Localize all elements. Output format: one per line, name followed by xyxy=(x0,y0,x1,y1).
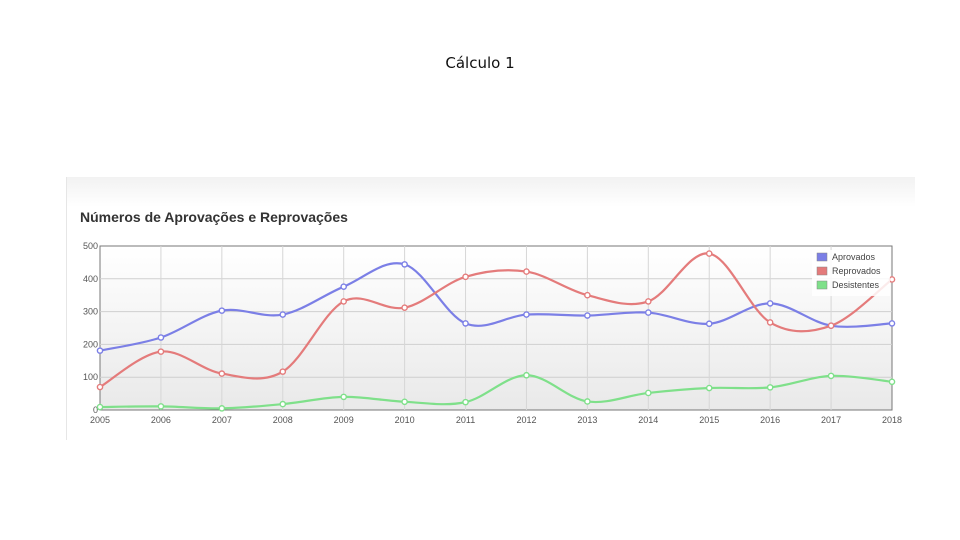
data-point xyxy=(340,298,347,305)
series-line xyxy=(98,262,894,352)
data-point xyxy=(462,320,469,327)
data-point xyxy=(766,319,774,326)
data-point xyxy=(766,384,774,391)
x-tick-label: 2010 xyxy=(395,415,415,425)
x-tick-label: 2008 xyxy=(273,415,293,425)
data-point xyxy=(645,309,652,316)
y-tick-label: 500 xyxy=(83,241,98,251)
x-tick-label: 2009 xyxy=(334,415,354,425)
data-point xyxy=(645,389,652,397)
series-lines xyxy=(96,250,896,412)
legend-label: Desistentes xyxy=(832,280,880,290)
y-tick-label: 400 xyxy=(83,274,98,284)
x-tick-label: 2017 xyxy=(821,415,841,425)
data-point xyxy=(401,304,408,311)
data-point xyxy=(96,347,104,354)
data-point xyxy=(523,311,530,318)
chart-title: Números de Aprovações e Reprovações xyxy=(80,209,348,225)
y-tick-label: 100 xyxy=(83,372,98,382)
x-tick-label: 2016 xyxy=(760,415,780,425)
data-point xyxy=(888,378,896,386)
x-tick-label: 2015 xyxy=(699,415,719,425)
x-tick-label: 2018 xyxy=(882,415,902,425)
series-line xyxy=(98,374,894,410)
y-tick-label: 0 xyxy=(93,405,98,415)
data-point xyxy=(584,291,591,299)
series-line xyxy=(98,252,894,389)
series-reprovados xyxy=(96,250,896,391)
data-point xyxy=(157,403,165,410)
data-point xyxy=(462,273,469,281)
slide-title: Cálculo 1 xyxy=(445,54,515,72)
x-axis-ticks: 2005 2006 2007 2008 2009 2010 2011 2012 2013 2014… xyxy=(90,415,902,425)
data-point xyxy=(523,371,530,379)
data-point xyxy=(218,307,226,314)
data-point xyxy=(279,400,287,408)
data-point xyxy=(462,398,469,406)
data-point xyxy=(827,372,835,380)
x-tick-label: 2013 xyxy=(577,415,597,425)
data-point xyxy=(401,261,408,268)
data-point xyxy=(157,348,165,355)
x-tick-label: 2007 xyxy=(212,415,232,425)
data-point xyxy=(705,384,713,392)
data-point xyxy=(705,250,713,257)
x-tick-label: 2011 xyxy=(456,415,475,425)
legend-swatch xyxy=(816,252,828,262)
data-point xyxy=(888,320,896,327)
data-point xyxy=(523,268,530,275)
data-point xyxy=(340,283,347,290)
legend-label: Aprovados xyxy=(832,252,876,262)
x-tick-label: 2012 xyxy=(516,415,536,425)
x-tick-label: 2005 xyxy=(90,415,110,425)
y-tick-label: 200 xyxy=(83,339,98,349)
data-point xyxy=(279,311,287,318)
data-point xyxy=(888,276,896,283)
data-point xyxy=(705,320,713,328)
data-point xyxy=(401,398,408,406)
y-axis-ticks: 0 100 200 300 400 500 xyxy=(83,241,98,415)
data-point xyxy=(157,334,165,341)
data-point xyxy=(218,370,226,377)
plot-area xyxy=(99,245,893,411)
data-point xyxy=(96,383,104,391)
data-point xyxy=(645,298,652,305)
series-desistentes xyxy=(96,371,896,412)
data-point xyxy=(766,300,774,307)
x-tick-label: 2014 xyxy=(638,415,658,425)
y-tick-label: 300 xyxy=(83,307,98,317)
data-point xyxy=(340,393,347,401)
data-point xyxy=(584,398,591,405)
data-point xyxy=(96,403,104,411)
data-point xyxy=(218,405,226,412)
legend-label: Reprovados xyxy=(832,266,881,276)
grid-lines xyxy=(100,246,892,410)
legend: Aprovados Reprovados Desistentes xyxy=(812,250,890,296)
data-point xyxy=(827,322,835,330)
data-point xyxy=(279,368,287,375)
legend-swatch xyxy=(816,280,828,290)
x-tick-label: 2006 xyxy=(151,415,171,425)
data-point xyxy=(584,312,591,319)
series-aprovados xyxy=(96,261,896,354)
legend-swatch xyxy=(816,266,828,276)
